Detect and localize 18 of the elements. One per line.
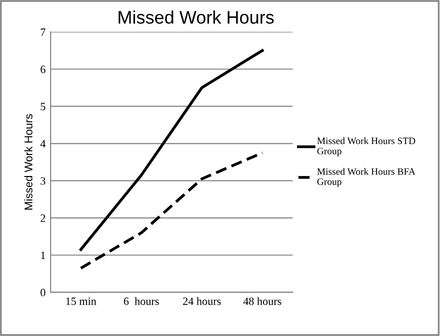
y-tick-label: 5 — [40, 102, 46, 110]
x-tick-label: 24 hours — [183, 297, 221, 305]
x-tick-label: 48 hours — [243, 297, 282, 305]
y-tick-label: 3 — [40, 177, 46, 185]
legend-label: Missed Work Hours STD Group — [317, 137, 416, 156]
y-tick-label: 6 — [40, 66, 46, 74]
y-tick-label: 4 — [40, 140, 46, 148]
x-tick-label: 6 hours — [124, 297, 159, 305]
x-tick-label: 15 min — [66, 298, 96, 305]
y-tick-label: 2 — [40, 214, 46, 222]
y-tick-label: 0 — [40, 288, 46, 296]
chart-title: Missed Work Hours — [118, 10, 274, 24]
line-series — [79, 151, 264, 270]
line-series — [79, 49, 264, 251]
y-tick-label: 7 — [40, 28, 46, 36]
legend-label: Missed Work Hours BFA Group — [317, 168, 416, 187]
y-tick-label: 1 — [41, 252, 46, 259]
y-axis-title: Missed Work Hours — [24, 114, 32, 210]
